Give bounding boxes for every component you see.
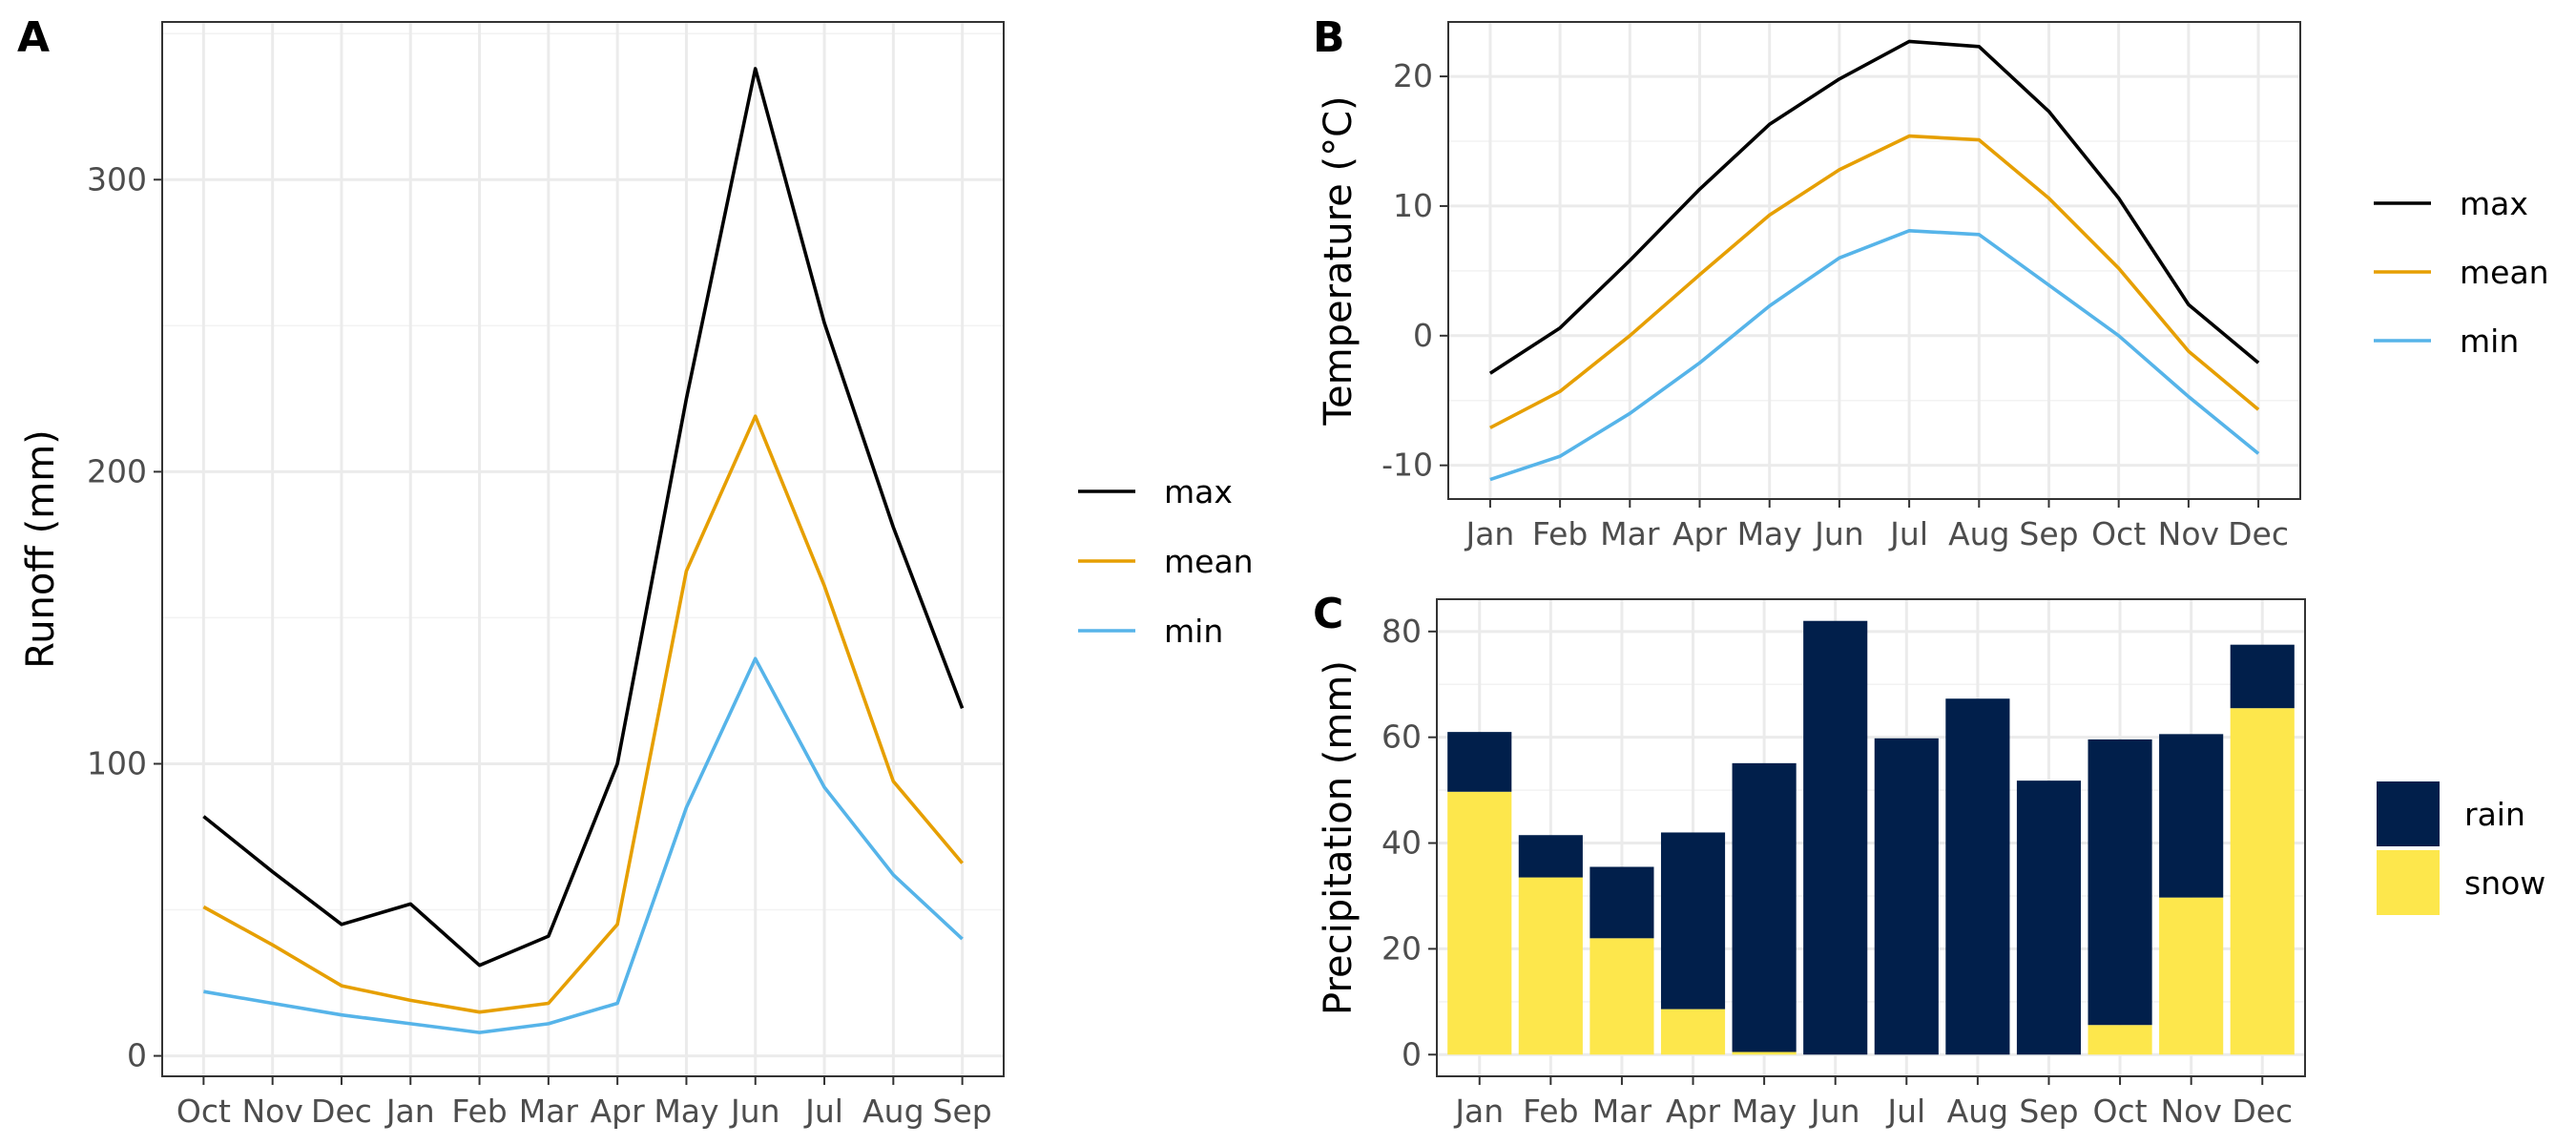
x-tick-label-may: May: [1737, 515, 1802, 552]
y-tick-label: 0: [1402, 1035, 1422, 1072]
bar-rain-apr: [1660, 832, 1726, 1010]
x-tick-label-jul: Jul: [803, 1093, 843, 1130]
y-axis-title: Temperature (°C): [1317, 95, 1361, 426]
panel-border: [1436, 598, 2306, 1077]
x-tick-label-jan: Jan: [384, 1093, 435, 1130]
x-tick-label-oct: Oct: [2093, 1093, 2148, 1130]
bar-snow-oct: [2088, 1025, 2152, 1055]
y-tick-label: 100: [87, 744, 147, 781]
x-tick-label-dec: Dec: [311, 1093, 372, 1130]
panel-border: [161, 21, 1005, 1077]
x-tick-label-apr: Apr: [1666, 1093, 1721, 1130]
bar-snow-nov: [2159, 897, 2224, 1055]
x-tick-label-sep: Sep: [2019, 1093, 2078, 1130]
bar-snow-feb: [1518, 877, 1583, 1055]
bar-snow-apr: [1660, 1009, 1726, 1055]
legend-label-rain: rain: [2464, 796, 2525, 833]
legend-label-max: max: [1164, 473, 1233, 510]
panel-border: [1447, 21, 2301, 500]
x-tick-label-oct: Oct: [2091, 515, 2146, 552]
x-tick-label-oct: Oct: [177, 1093, 231, 1130]
bar-snow-dec: [2230, 708, 2295, 1055]
bar-snow-may: [1732, 1051, 1797, 1055]
x-tick-label-feb: Feb: [1523, 1093, 1578, 1130]
x-tick-label-jul: Jul: [1885, 1093, 1925, 1130]
line-series-max: [202, 67, 965, 968]
x-tick-label-aug: Aug: [1947, 1093, 2008, 1130]
line-series-mean: [202, 414, 964, 1014]
bar-rain-aug: [1945, 698, 2010, 1055]
x-tick-label-nov: Nov: [241, 1093, 302, 1130]
x-tick-label-feb: Feb: [1532, 515, 1588, 552]
panel-c-precipitation-chart: 0 20 40 60 80 Jan Feb Mar Apr May Jun Jul Aug Sep Oct N…: [1313, 590, 2545, 1130]
panel-tag: C: [1313, 590, 1343, 638]
bar-rain-jun: [1803, 620, 1868, 1055]
x-tick-label-jan: Jan: [1453, 1093, 1504, 1130]
panel-tag: B: [1313, 13, 1345, 62]
y-tick-label: 10: [1393, 187, 1433, 224]
line-series-min: [203, 656, 964, 1034]
x-tick-label-jul: Jul: [1888, 515, 1928, 552]
legend-label-mean: mean: [1164, 543, 1254, 580]
x-tick-label-dec: Dec: [2228, 515, 2289, 552]
bar-rain-jul: [1874, 738, 1939, 1055]
bar-rain-dec: [2230, 644, 2295, 709]
y-tick-label: 40: [1381, 824, 1422, 862]
x-tick-label-mar: Mar: [1600, 515, 1660, 552]
x-tick-label-apr: Apr: [1672, 515, 1728, 552]
line-series-min: [1489, 229, 2260, 482]
x-tick-label-may: May: [654, 1093, 718, 1130]
x-tick-label-jun: Jun: [1809, 1093, 1860, 1130]
bar-rain-feb: [1518, 835, 1583, 878]
panel-tag: A: [17, 13, 50, 62]
y-tick-label: -10: [1381, 447, 1433, 484]
x-tick-label-feb: Feb: [451, 1093, 507, 1130]
legend-key-rain: [2377, 781, 2440, 846]
x-tick-label-nov: Nov: [2160, 1093, 2221, 1130]
x-tick-label-mar: Mar: [1592, 1093, 1652, 1130]
y-tick-label: 80: [1381, 613, 1422, 650]
x-tick-label-dec: Dec: [2232, 1093, 2293, 1130]
y-tick-label: 60: [1381, 718, 1422, 756]
x-tick-label-aug: Aug: [862, 1093, 924, 1130]
x-tick-label-jun: Jun: [1813, 515, 1864, 552]
legend-key-snow: [2377, 850, 2440, 915]
x-tick-label-jan: Jan: [1464, 515, 1514, 552]
y-tick-label: 300: [87, 160, 147, 198]
y-tick-label: 20: [1393, 57, 1433, 94]
x-tick-label-apr: Apr: [591, 1093, 646, 1130]
x-tick-label-mar: Mar: [519, 1093, 579, 1130]
x-tick-label-may: May: [1732, 1093, 1797, 1130]
x-tick-label-jun: Jun: [729, 1093, 780, 1130]
bar-rain-nov: [2159, 734, 2224, 898]
y-axis-title: Runoff (mm): [19, 429, 63, 669]
legend-label-min: min: [1164, 613, 1223, 650]
y-tick-label: 0: [127, 1037, 147, 1074]
panel-a-runoff-chart: 0 100 200 300 Oct Nov Dec Jan Feb Mar Apr May Jun Jul…: [17, 13, 1254, 1130]
bar-rain-mar: [1589, 866, 1654, 939]
y-axis-title: Precipitation (mm): [1317, 660, 1361, 1015]
legend-label-max: max: [2460, 185, 2528, 222]
y-tick-label: 200: [87, 452, 147, 489]
bar-rain-jan: [1447, 732, 1512, 792]
panel-b-temperature-chart: -10 0 10 20 Jan Feb Mar Apr May Jun Jul Aug Sep Oct No…: [1313, 13, 2549, 552]
bar-snow-jan: [1447, 791, 1512, 1055]
legend-label-min: min: [2460, 323, 2519, 360]
x-tick-label-nov: Nov: [2158, 515, 2219, 552]
legend-label-snow: snow: [2464, 864, 2545, 902]
line-series-max: [1488, 39, 2260, 375]
bar-rain-sep: [2016, 781, 2082, 1055]
line-series-mean: [1489, 134, 2260, 429]
x-tick-label-aug: Aug: [1948, 515, 2009, 552]
bar-rain-oct: [2088, 739, 2152, 1026]
bar-snow-mar: [1589, 938, 1654, 1055]
x-tick-label-sep: Sep: [933, 1093, 992, 1130]
bar-rain-may: [1732, 762, 1797, 1052]
y-tick-label: 0: [1413, 317, 1433, 354]
x-tick-label-sep: Sep: [2019, 515, 2078, 552]
y-tick-label: 20: [1381, 929, 1422, 967]
legend-label-mean: mean: [2460, 254, 2549, 291]
